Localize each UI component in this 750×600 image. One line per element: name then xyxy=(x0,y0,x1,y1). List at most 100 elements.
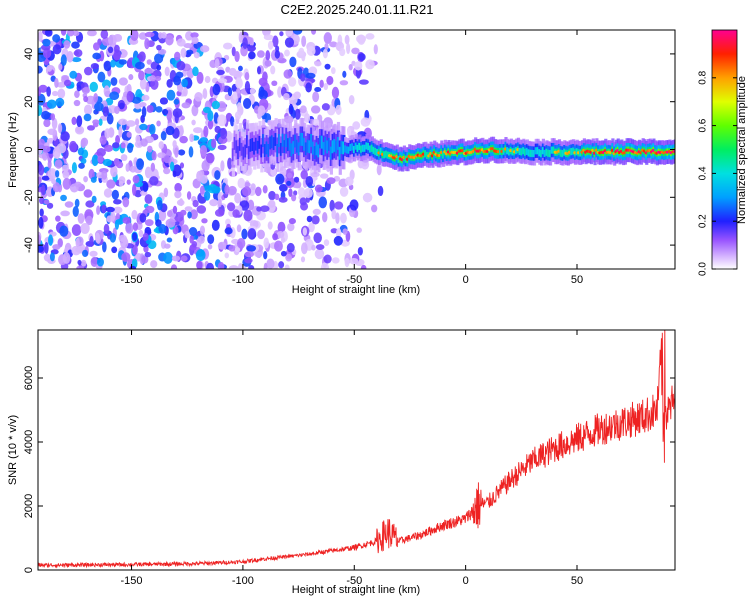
noise-speckle xyxy=(82,249,89,258)
noise-speckle xyxy=(174,111,179,124)
noise-speckle xyxy=(103,223,110,235)
noise-speckle xyxy=(94,102,104,112)
noise-speckle xyxy=(106,179,116,189)
noise-speckle xyxy=(146,59,152,65)
noise-speckle xyxy=(76,265,85,269)
noise-speckle xyxy=(103,188,113,198)
noise-speckle xyxy=(356,34,367,44)
noise-speckle xyxy=(358,79,369,85)
noise-speckle xyxy=(136,158,144,170)
noise-speckle xyxy=(76,84,82,92)
noise-speckle xyxy=(274,49,281,59)
noise-speckle xyxy=(131,209,138,220)
noise-speckle xyxy=(314,248,325,260)
noise-speckle xyxy=(144,166,152,179)
noise-speckle xyxy=(104,128,111,139)
noise-speckle xyxy=(311,244,316,251)
ridge-core xyxy=(283,140,287,154)
noise-speckle xyxy=(102,241,107,253)
noise-speckle xyxy=(135,118,140,126)
colorbar-tick-label: 0.4 xyxy=(698,166,709,180)
ridge-core xyxy=(301,132,305,146)
noise-speckle xyxy=(362,192,373,203)
noise-speckle xyxy=(38,30,43,42)
noise-speckle xyxy=(62,170,70,179)
noise-speckle xyxy=(88,168,95,180)
noise-speckle xyxy=(206,262,215,269)
noise-speckle xyxy=(130,30,139,41)
noise-speckle xyxy=(83,189,93,198)
noise-speckle xyxy=(64,201,74,208)
noise-speckle xyxy=(97,155,104,163)
noise-speckle xyxy=(66,30,75,37)
noise-speckle xyxy=(158,141,164,150)
noise-speckle xyxy=(196,205,207,214)
ridge-core xyxy=(233,136,237,150)
noise-speckle xyxy=(157,48,167,55)
noise-speckle xyxy=(373,44,378,55)
noise-speckle xyxy=(77,147,84,156)
noise-speckle xyxy=(256,50,265,58)
ridge-core xyxy=(522,147,526,155)
noise-speckle xyxy=(142,232,149,241)
noise-speckle xyxy=(118,126,123,138)
noise-speckle xyxy=(58,63,63,71)
noise-speckle xyxy=(119,102,125,110)
noise-speckle xyxy=(141,255,149,264)
noise-speckle xyxy=(150,260,158,269)
noise-speckle xyxy=(192,66,199,77)
noise-speckle xyxy=(174,190,182,199)
noise-speckle xyxy=(91,154,99,167)
ridge-core xyxy=(538,149,542,157)
ridge-core xyxy=(345,146,350,154)
noise-speckle xyxy=(120,154,128,162)
spectrogram-x-label: Height of straight line (km) xyxy=(292,284,420,296)
noise-speckle xyxy=(271,80,278,87)
noise-speckle xyxy=(138,70,145,81)
noise-speckle xyxy=(207,119,214,130)
x-tick-label: 50 xyxy=(571,274,583,286)
noise-speckle xyxy=(85,200,95,208)
noise-speckle xyxy=(158,223,167,234)
ridge-core xyxy=(290,143,294,157)
noise-speckle xyxy=(174,147,179,158)
noise-speckle xyxy=(339,80,349,86)
colorbar-tick-label: 0.2 xyxy=(698,214,709,228)
noise-speckle xyxy=(262,185,268,194)
noise-speckle xyxy=(90,256,98,267)
y-tick-label: 6000 xyxy=(23,366,35,390)
noise-speckle xyxy=(331,209,337,220)
noise-speckle xyxy=(80,137,89,147)
noise-speckle xyxy=(184,230,190,239)
noise-speckle xyxy=(78,162,85,169)
noise-speckle xyxy=(115,161,124,169)
noise-speckle xyxy=(101,204,107,214)
noise-speckle xyxy=(131,183,137,196)
ridge-core xyxy=(365,142,369,150)
ridge-core xyxy=(247,146,252,160)
noise-speckle xyxy=(324,63,331,70)
noise-speckle xyxy=(59,225,69,237)
noise-speckle xyxy=(134,102,139,108)
noise-speckle xyxy=(62,252,71,264)
noise-speckle xyxy=(256,66,262,75)
ridge-core xyxy=(322,141,326,155)
noise-speckle xyxy=(212,83,221,96)
noise-speckle xyxy=(248,264,255,269)
ridge-core xyxy=(262,134,266,148)
ridge-core xyxy=(244,144,248,158)
noise-speckle xyxy=(329,199,335,212)
noise-speckle xyxy=(55,170,60,178)
ridge-core xyxy=(545,148,549,156)
noise-speckle xyxy=(287,172,293,179)
ridge-core xyxy=(338,146,342,160)
noise-speckle xyxy=(89,81,98,93)
x-tick-label: -150 xyxy=(121,575,143,587)
ridge-core xyxy=(324,137,328,150)
noise-speckle xyxy=(164,243,171,249)
ridge-core xyxy=(272,137,276,151)
noise-speckle xyxy=(312,91,320,103)
noise-speckle xyxy=(83,96,89,103)
noise-speckle xyxy=(132,222,139,232)
ridge-core xyxy=(374,147,378,156)
